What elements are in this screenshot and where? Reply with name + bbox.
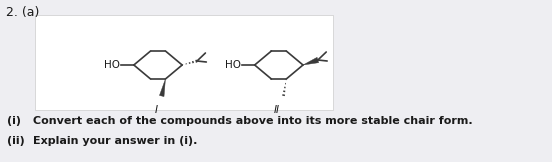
Text: Explain your answer in (i).: Explain your answer in (i). <box>33 136 197 146</box>
Text: Convert each of the compounds above into its more stable chair form.: Convert each of the compounds above into… <box>33 116 472 126</box>
Text: HO: HO <box>225 60 241 70</box>
Text: (i): (i) <box>7 116 22 126</box>
FancyBboxPatch shape <box>35 15 333 110</box>
Text: 2. (a): 2. (a) <box>6 6 39 19</box>
Polygon shape <box>160 79 166 97</box>
Text: I: I <box>155 105 158 115</box>
Text: (ii): (ii) <box>7 136 25 146</box>
Polygon shape <box>303 57 319 65</box>
Text: HO: HO <box>104 60 120 70</box>
Text: II: II <box>274 105 280 115</box>
